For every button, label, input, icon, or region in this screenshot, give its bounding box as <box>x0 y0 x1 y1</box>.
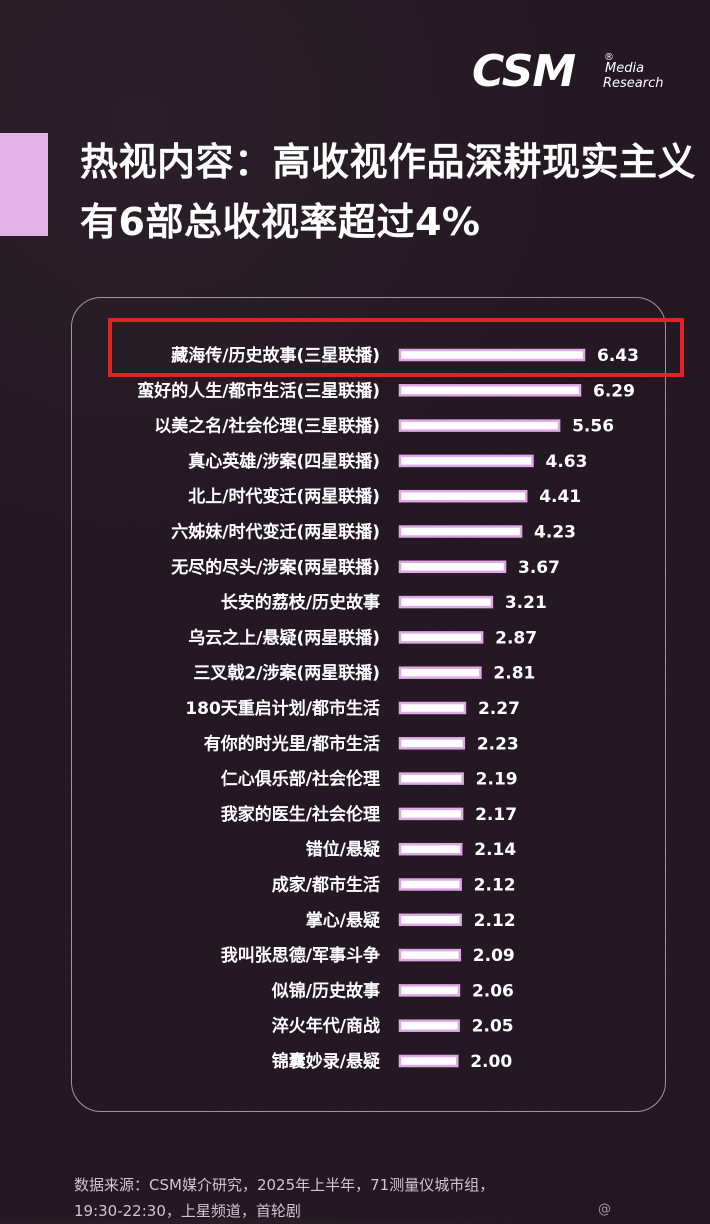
value-label: 4.23 <box>534 523 576 543</box>
value-label: 4.63 <box>545 452 587 472</box>
bar <box>398 842 463 856</box>
bar <box>398 701 467 715</box>
bar <box>398 737 466 750</box>
value-label: 2.27 <box>478 699 520 719</box>
value-label: 2.23 <box>477 734 519 754</box>
value-label: 2.19 <box>476 770 518 790</box>
category-label: 我家的医生/社会伦理 <box>221 804 380 825</box>
bar <box>398 878 462 891</box>
value-label: 2.12 <box>474 876 516 896</box>
footnote-line-2: 19:30-22:30，上星频道，首轮剧 <box>74 1202 301 1220</box>
value-label: 6.43 <box>597 346 639 366</box>
category-label: 似锦/历史故事 <box>271 980 380 1001</box>
category-label: 蛮好的人生/都市生活(三星联播) <box>137 380 380 401</box>
bar <box>398 631 484 644</box>
value-label: 2.12 <box>474 911 516 931</box>
bar <box>398 1019 460 1032</box>
value-label: 3.67 <box>518 558 560 578</box>
bar <box>398 419 561 432</box>
value-label: 2.06 <box>472 981 514 1001</box>
category-label: 180天重启计划/都市生活 <box>185 698 380 719</box>
category-label: 以美之名/社会伦理(三星联播) <box>154 416 380 437</box>
value-label: 2.17 <box>475 805 517 825</box>
bar <box>398 595 494 609</box>
bar <box>398 384 582 397</box>
value-label: 4.41 <box>539 487 581 507</box>
bar <box>398 772 464 785</box>
bar <box>398 807 464 821</box>
bar <box>398 984 461 997</box>
bar <box>398 948 462 962</box>
value-label: 2.14 <box>474 840 516 860</box>
logo-brand: CSM <box>472 46 576 97</box>
accent-block <box>0 133 48 236</box>
value-label: 2.09 <box>473 946 515 966</box>
category-label: 淬火年代/商战 <box>272 1016 380 1037</box>
watermark: @ <box>598 1202 611 1217</box>
bar <box>398 913 462 927</box>
category-label: 成家/都市生活 <box>272 875 380 896</box>
chart-panel <box>71 297 666 1112</box>
logo-research: Research <box>603 76 664 91</box>
value-label: 3.21 <box>505 593 547 613</box>
bar <box>398 489 528 503</box>
value-label: 2.00 <box>470 1052 512 1072</box>
title-line-1: 热视内容：高收视作品深耕现实主义 <box>80 140 697 184</box>
data-source-note: 数据来源：CSM媒介研究，2025年上半年，71测量仪城市组， 19:30-22… <box>74 1172 674 1224</box>
value-label: 6.29 <box>593 381 635 401</box>
title-line-2: 有6部总收视率超过4% <box>80 200 481 244</box>
category-label: 仁心俱乐部/社会伦理 <box>221 769 380 790</box>
bar <box>398 348 586 362</box>
category-label: 三叉戟2/涉案(两星联播) <box>193 663 380 684</box>
logo-registered-mark: ® <box>604 52 614 63</box>
page-title: 热视内容：高收视作品深耕现实主义 有6部总收视率超过4% <box>80 132 700 252</box>
value-label: 2.81 <box>493 664 535 684</box>
value-label: 2.05 <box>472 1017 514 1037</box>
bar <box>398 560 507 574</box>
logo-media: Media <box>605 61 645 76</box>
value-label: 2.87 <box>495 628 537 648</box>
category-label: 长安的荔枝/历史故事 <box>221 592 380 613</box>
footnote-line-1: 数据来源：CSM媒介研究，2025年上半年，71测量仪城市组， <box>74 1176 495 1194</box>
category-label: 六姊妹/时代变迁(两星联播) <box>171 522 380 543</box>
value-label: 5.56 <box>572 417 614 437</box>
category-label: 错位/悬疑 <box>306 839 380 860</box>
bar <box>398 525 523 538</box>
highlight-box <box>108 318 684 377</box>
bar <box>398 1054 459 1068</box>
category-label: 藏海传/历史故事(三星联播) <box>171 345 380 366</box>
category-label: 掌心/悬疑 <box>306 910 380 931</box>
category-label: 乌云之上/悬疑(两星联播) <box>188 627 380 648</box>
category-label: 无尽的尽头/涉案(两星联播) <box>170 557 380 578</box>
category-label: 真心英雄/涉案(四星联播) <box>188 451 380 472</box>
bar <box>398 666 482 679</box>
category-label: 有你的时光里/都市生活 <box>204 733 380 754</box>
category-label: 锦囊妙录/悬疑 <box>272 1051 380 1072</box>
category-label: 北上/时代变迁(两星联播) <box>188 486 380 507</box>
bar <box>398 454 534 468</box>
category-label: 我叫张思德/军事斗争 <box>221 945 380 966</box>
csm-logo: CSM ® Media Research <box>472 48 672 104</box>
